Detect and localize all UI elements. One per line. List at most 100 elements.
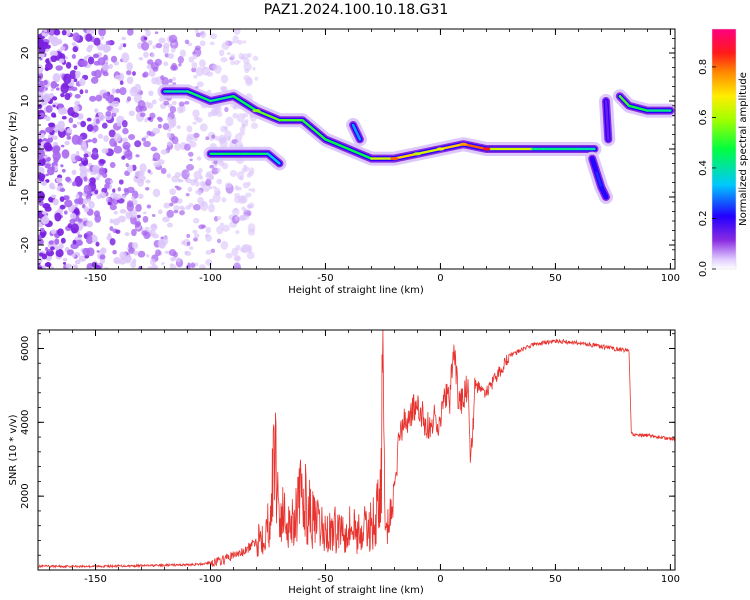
noise-speckle <box>126 202 135 212</box>
noise-speckle <box>126 96 132 102</box>
noise-speckle <box>149 112 156 119</box>
noise-speckle <box>70 243 79 250</box>
noise-speckle <box>83 153 90 158</box>
noise-speckle <box>146 204 152 209</box>
noise-speckle <box>161 262 165 265</box>
noise-speckle <box>42 93 51 103</box>
noise-speckle <box>50 81 58 89</box>
noise-speckle <box>157 209 163 215</box>
noise-speckle <box>244 68 250 74</box>
noise-speckle <box>236 171 244 180</box>
noise-speckle <box>216 238 222 244</box>
noise-speckle <box>103 135 109 142</box>
noise-speckle <box>216 167 221 173</box>
noise-speckle <box>59 204 66 210</box>
noise-speckle <box>72 32 80 42</box>
noise-speckle <box>73 105 80 113</box>
noise-speckle <box>62 257 68 262</box>
noise-speckle <box>95 118 100 124</box>
noise-speckle <box>172 76 176 81</box>
noise-speckle <box>66 128 73 134</box>
noise-speckle <box>246 77 253 85</box>
noise-speckle <box>68 117 74 124</box>
noise-speckle <box>200 200 209 212</box>
noise-speckle <box>208 186 213 190</box>
track-core-segment <box>255 109 281 122</box>
noise-speckle <box>143 231 151 240</box>
noise-speckle <box>193 233 200 239</box>
noise-speckle <box>102 92 110 99</box>
noise-speckle <box>48 240 54 245</box>
noise-speckle <box>193 132 200 138</box>
noise-speckle <box>65 29 71 37</box>
noise-speckle <box>153 161 162 168</box>
noise-speckle <box>234 185 239 191</box>
noise-speckle <box>72 46 79 53</box>
noise-speckle <box>79 78 86 86</box>
noise-speckle <box>43 155 48 159</box>
noise-speckle <box>152 45 157 49</box>
noise-speckle <box>173 205 180 212</box>
noise-speckle <box>137 193 144 199</box>
colorbar-label: Normalized spectral amplitude <box>738 72 749 226</box>
noise-speckle <box>109 238 116 246</box>
noise-speckle <box>192 109 200 118</box>
noise-speckle <box>236 39 243 45</box>
colorbar-tick-label: 0.6 <box>698 109 709 125</box>
noise-speckle <box>224 182 233 189</box>
noise-speckle <box>109 137 117 147</box>
noise-speckle <box>205 249 212 256</box>
noise-speckle <box>119 208 127 214</box>
track-core-segment <box>604 99 610 141</box>
noise-speckle <box>90 76 99 84</box>
noise-speckle <box>93 151 98 155</box>
noise-speckle <box>252 55 259 61</box>
noise-speckle <box>72 239 77 245</box>
noise-speckle <box>102 71 109 77</box>
noise-speckle <box>229 169 238 177</box>
noise-speckle <box>163 100 170 106</box>
noise-speckle <box>52 73 61 83</box>
noise-speckle <box>242 40 247 44</box>
noise-speckle <box>124 232 130 237</box>
x-tick-label: 100 <box>661 574 680 585</box>
snr-frame <box>37 329 676 571</box>
noise-speckle <box>236 113 245 123</box>
noise-speckle <box>199 40 206 47</box>
noise-speckle <box>169 118 177 127</box>
noise-speckle <box>176 186 182 191</box>
noise-speckle <box>83 176 88 182</box>
noise-speckle <box>113 133 122 142</box>
noise-speckle <box>38 41 46 47</box>
noise-speckle <box>62 262 67 265</box>
noise-speckle <box>169 105 177 114</box>
noise-speckle <box>144 101 151 108</box>
noise-speckle <box>99 254 106 260</box>
noise-speckle <box>109 204 117 211</box>
noise-speckle <box>176 257 181 263</box>
noise-speckle <box>115 74 122 80</box>
noise-speckle <box>205 178 212 187</box>
noise-speckle <box>218 136 227 143</box>
noise-speckle <box>82 247 91 256</box>
noise-speckle <box>91 152 99 160</box>
noise-speckle <box>187 186 193 193</box>
noise-speckle <box>89 177 96 184</box>
noise-speckle <box>174 142 181 151</box>
noise-speckle <box>212 185 217 190</box>
noise-speckle <box>86 231 93 236</box>
noise-speckle <box>121 36 127 41</box>
y-tick-label: -20 <box>20 237 31 253</box>
noise-speckle <box>86 124 94 132</box>
noise-speckle <box>216 216 222 220</box>
noise-speckle <box>141 137 147 142</box>
noise-speckle <box>122 43 127 48</box>
noise-speckle <box>139 163 147 173</box>
noise-speckle <box>135 154 140 158</box>
noise-speckle <box>110 55 118 63</box>
noise-speckle <box>82 160 89 166</box>
noise-speckle <box>45 105 53 113</box>
noise-speckle <box>219 222 225 227</box>
